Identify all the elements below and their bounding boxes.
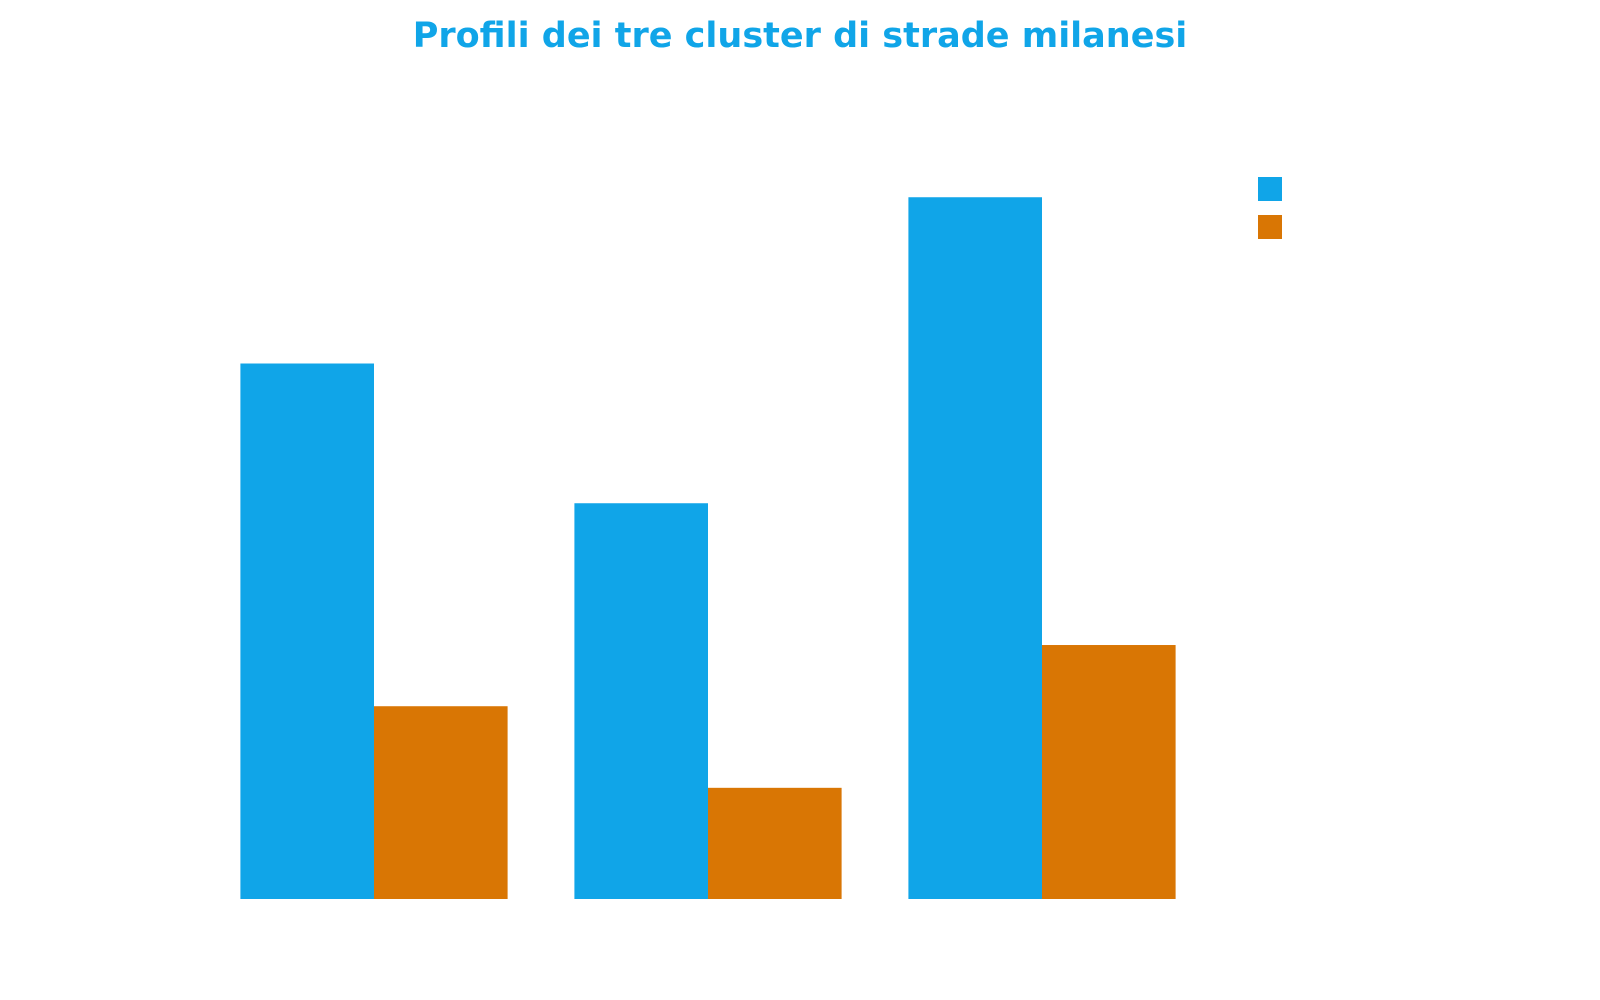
bar bbox=[240, 363, 374, 899]
legend-swatch bbox=[1258, 215, 1282, 239]
bar bbox=[708, 787, 842, 899]
chart-title: Profili dei tre cluster di strade milane… bbox=[413, 16, 1188, 56]
bar bbox=[1042, 645, 1176, 899]
bar bbox=[374, 706, 508, 899]
legend-swatch bbox=[1258, 177, 1282, 201]
bar bbox=[574, 503, 708, 899]
bar bbox=[908, 197, 1042, 900]
